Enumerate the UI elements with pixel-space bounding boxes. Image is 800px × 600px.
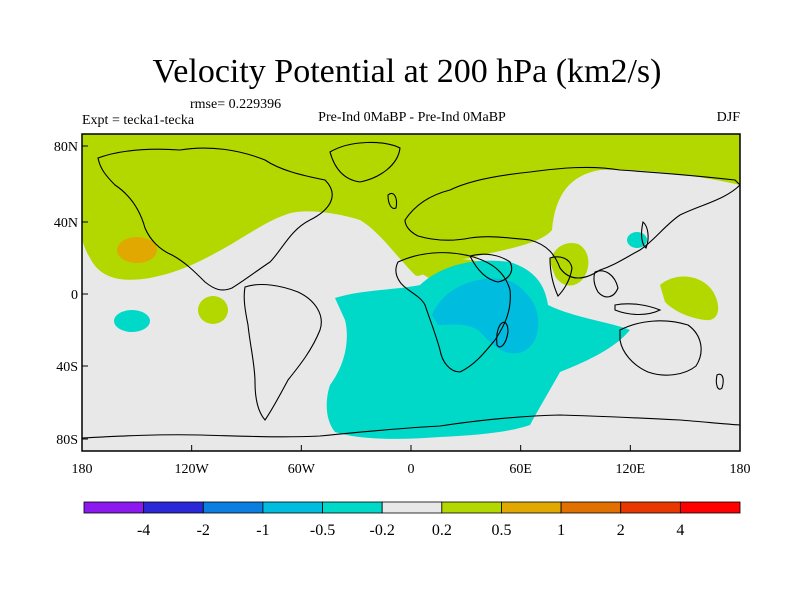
- negative-region-east-pacific: [114, 310, 150, 332]
- expt-label: Expt = tecka1-tecka: [82, 113, 195, 128]
- x-tick-label: 120W: [175, 462, 210, 477]
- colorbar-label: 0.5: [491, 522, 511, 539]
- colorbar-swatch: [322, 501, 383, 514]
- negative-max-east-africa: [432, 278, 539, 354]
- colorbar-swatch: [202, 501, 264, 514]
- map-field: [82, 134, 740, 451]
- x-tick-label: 180: [730, 462, 751, 477]
- colorbar-swatch: [620, 501, 681, 514]
- colorbar-label: 4: [676, 522, 684, 539]
- season-label: DJF: [717, 110, 741, 125]
- x-tick-label: 60W: [288, 462, 316, 477]
- colorbar-swatch: [262, 501, 323, 514]
- y-tick-label: 80S: [56, 433, 78, 448]
- negative-region-south-atlantic: [326, 260, 630, 439]
- y-tick-label: 40N: [54, 216, 78, 231]
- axis-ticks: 180 120W 60W 0 60E 120E 180 80N 40N 0 40S 80S: [54, 140, 751, 477]
- x-tick-label: 60E: [509, 462, 532, 477]
- colorbar-label: -0.2: [370, 522, 395, 539]
- rmse-label: rmse= 0.229396: [190, 97, 281, 112]
- colorbar-label: 1: [557, 522, 565, 539]
- colorbar-swatch: [679, 501, 741, 514]
- colorbar-swatch: [381, 501, 443, 514]
- positive-region-central-pacific: [198, 296, 228, 324]
- positive-region-north: [82, 134, 740, 280]
- x-tick-label: 120E: [616, 462, 646, 477]
- positive-max-pacific: [117, 237, 157, 263]
- colorbar-swatch: [441, 501, 502, 514]
- colorbar-swatch: [501, 501, 562, 514]
- y-tick-label: 80N: [54, 140, 78, 155]
- colorbar-swatch: [560, 501, 622, 514]
- positive-region-south-asia: [550, 242, 589, 286]
- colorbar-swatch: [143, 501, 204, 514]
- colorbar-label: -4: [137, 522, 150, 539]
- colorbar-label: 2: [617, 522, 625, 539]
- comparison-label: Pre-Ind 0MaBP - Pre-Ind 0MaBP: [318, 110, 506, 125]
- colorbar-swatch: [83, 501, 145, 514]
- colorbar-label: 0.2: [432, 522, 452, 539]
- colorbar-label: -0.5: [310, 522, 335, 539]
- coastlines: [82, 141, 740, 439]
- colorbar-label: -2: [197, 522, 210, 539]
- colorbar: -4 -2 -1 -0.5 -0.2 0.2 0.5 1 2 4: [83, 501, 741, 539]
- colorbar-label: -1: [256, 522, 269, 539]
- y-tick-label: 40S: [56, 360, 78, 375]
- x-tick-label: 0: [408, 462, 415, 477]
- plot-title: Velocity Potential at 200 hPa (km2/s): [153, 53, 662, 90]
- y-tick-label: 0: [71, 288, 78, 303]
- positive-region-west-pacific: [660, 276, 719, 321]
- x-tick-label: 180: [72, 462, 93, 477]
